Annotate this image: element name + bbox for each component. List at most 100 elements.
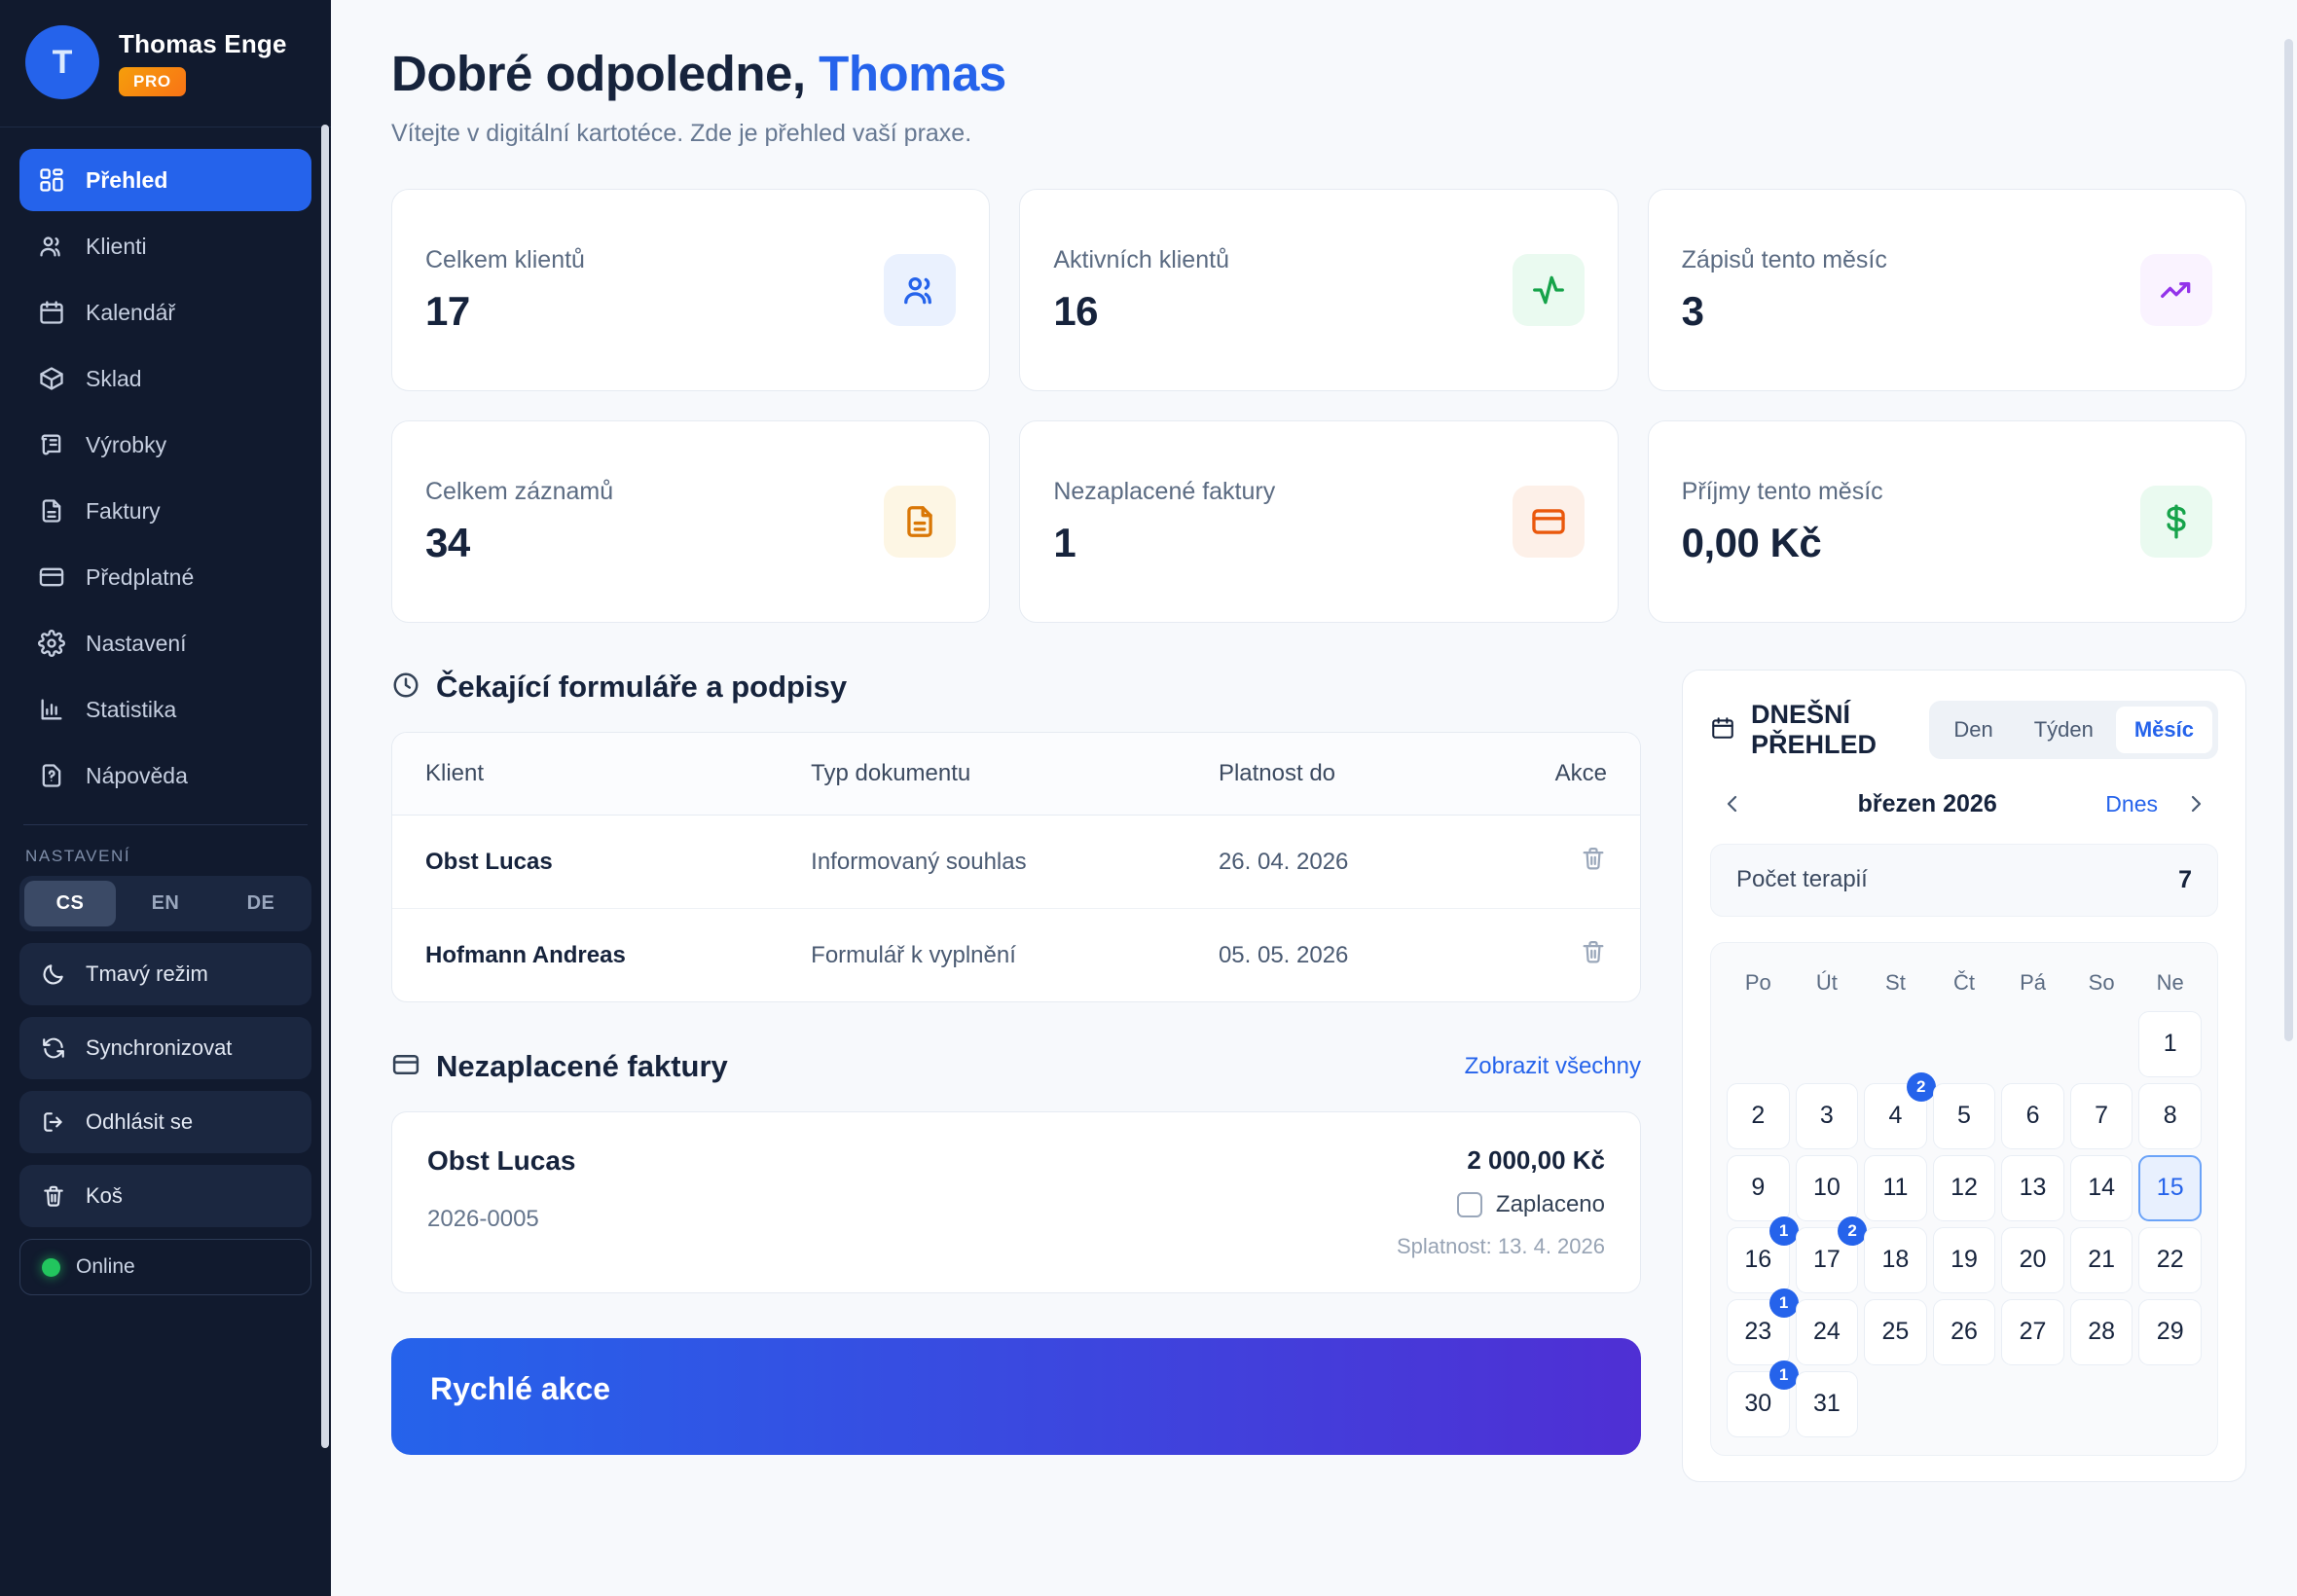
day-number: 29: [2156, 1318, 2184, 1346]
help-file-icon: [37, 761, 66, 790]
pending-section-header: Čekající formuláře a podpisy: [391, 670, 1641, 705]
stat-card[interactable]: Celkem záznamů 34: [391, 420, 991, 623]
prev-month-button[interactable]: [1716, 792, 1749, 816]
next-month-button[interactable]: [2179, 792, 2212, 816]
calendar-day-cell[interactable]: 5: [1932, 1082, 1996, 1149]
stat-text: Zápisů tento měsíc 3: [1682, 246, 1887, 335]
day-number: 16: [1744, 1246, 1772, 1274]
therapy-count-value: 7: [2178, 865, 2192, 893]
invoice-amount: 2 000,00 Kč: [1467, 1145, 1605, 1175]
calendar-day-cell[interactable]: 1: [2138, 1010, 2202, 1077]
stat-text: Celkem klientů 17: [425, 246, 585, 335]
paid-checkbox[interactable]: [1456, 1192, 1482, 1217]
sidebar-item-pehled[interactable]: Přehled: [19, 149, 311, 211]
sidebar-item-kalend[interactable]: Kalendář: [19, 281, 311, 344]
sidebar-user-header[interactable]: T Thomas Enge PRO: [0, 0, 331, 127]
calendar-day-cell[interactable]: 11: [1864, 1154, 1927, 1221]
day-event-badge: 1: [1768, 1360, 1799, 1390]
calendar-day-cell[interactable]: 21: [2069, 1226, 2133, 1293]
calendar-day-cell[interactable]: 27: [2001, 1298, 2064, 1365]
calendar-day-cell[interactable]: 28: [2069, 1298, 2133, 1365]
calendar-day-cell[interactable]: 19: [1932, 1226, 1996, 1293]
action-label: Synchronizovat: [86, 1035, 233, 1060]
action-moon-button[interactable]: Tmavý režim: [19, 943, 311, 1005]
delete-row-button[interactable]: [1580, 845, 1607, 875]
calendar-day-cell[interactable]: 10: [1795, 1154, 1859, 1221]
calendar-day-cell[interactable]: 7: [2069, 1082, 2133, 1149]
calendar-day-cell[interactable]: 6: [2001, 1082, 2064, 1149]
sidebar-item-faktury[interactable]: Faktury: [19, 480, 311, 542]
calendar-day-cell[interactable]: 17 2: [1795, 1215, 1868, 1293]
day-number: 31: [1812, 1390, 1841, 1418]
stat-card[interactable]: Celkem klientů 17: [391, 189, 991, 391]
pending-table: Klient Typ dokumentu Platnost do Akce Ob…: [392, 733, 1640, 1001]
delete-row-button[interactable]: [1580, 938, 1607, 968]
calendar-day-cell[interactable]: 13: [2001, 1154, 2064, 1221]
greeting-name: Thomas: [819, 46, 1006, 101]
calendar-day-cell[interactable]: 23 1: [1727, 1288, 1799, 1365]
view-button-měsíc[interactable]: Měsíc: [2115, 707, 2212, 754]
sidebar-item-npovda[interactable]: Nápověda: [19, 744, 311, 807]
status-dot-icon: [42, 1257, 60, 1277]
sidebar-item-pedplatn[interactable]: Předplatné: [19, 546, 311, 608]
calendar-day-cell[interactable]: 18: [1864, 1226, 1927, 1293]
calendar-day-cell[interactable]: 9: [1727, 1154, 1790, 1221]
calendar-day-cell[interactable]: 20: [2001, 1226, 2064, 1293]
action-trash-button[interactable]: Koš: [19, 1165, 311, 1227]
today-button[interactable]: Dnes: [2105, 790, 2158, 816]
view-button-den[interactable]: Den: [1953, 717, 1993, 743]
calendar-day-cell[interactable]: 15: [2138, 1154, 2202, 1221]
calendar-day-cell[interactable]: 24: [1795, 1298, 1859, 1365]
sidebar-divider: [23, 824, 308, 825]
table-row[interactable]: Hofmann Andreas Formulář k vyplnění 05. …: [392, 909, 1640, 1002]
sidebar-item-klienti[interactable]: Klienti: [19, 215, 311, 277]
calendar-day-cell[interactable]: 14: [2069, 1154, 2133, 1221]
calendar-day-cell[interactable]: 8: [2138, 1082, 2202, 1149]
main-scrollbar[interactable]: [2284, 39, 2293, 1041]
stat-card[interactable]: Nezaplacené faktury 1: [1019, 420, 1619, 623]
calendar-day-cell[interactable]: 12: [1932, 1154, 1996, 1221]
sidebar-item-vrobky[interactable]: Výrobky: [19, 414, 311, 476]
calendar-day-cell[interactable]: 3: [1795, 1082, 1859, 1149]
lower-area: Čekající formuláře a podpisy Klient Typ …: [391, 670, 2246, 1482]
sidebar-item-statistika[interactable]: Statistika: [19, 678, 311, 741]
calendar-day-cell[interactable]: 26: [1932, 1298, 1996, 1365]
action-refresh-button[interactable]: Synchronizovat: [19, 1017, 311, 1079]
calendar-blank-cell: [1796, 1011, 1859, 1077]
show-all-invoices-link[interactable]: Zobrazit všechny: [1464, 1053, 1641, 1079]
stat-card[interactable]: Příjmy tento měsíc 0,00 Kč: [1647, 420, 2246, 623]
sidebar-item-sklad[interactable]: Sklad: [19, 347, 311, 410]
sidebar-item-nastaven[interactable]: Nastavení: [19, 612, 311, 674]
stat-text: Nezaplacené faktury 1: [1053, 478, 1275, 566]
day-number: 3: [1819, 1102, 1834, 1130]
current-month-label: březen 2026: [1857, 789, 1997, 817]
sidebar-nav: Přehled Klienti Kalendář Sklad Výrobky F…: [0, 127, 331, 807]
day-event-badge: 1: [1768, 1288, 1799, 1318]
cell-actions: [1469, 815, 1640, 909]
sidebar-item-label: Nápověda: [86, 762, 188, 788]
sidebar-item-label: Sklad: [86, 365, 142, 391]
greeting-text: Dobré odpoledne,: [391, 46, 820, 101]
quick-actions-banner[interactable]: Rychlé akce: [391, 1338, 1641, 1455]
calendar-day-cell[interactable]: 25: [1864, 1298, 1927, 1365]
calendar-day-cell[interactable]: 29: [2138, 1298, 2202, 1365]
calendar-day-cell[interactable]: 22: [2138, 1226, 2202, 1293]
calendar-day-cell[interactable]: 2: [1727, 1082, 1790, 1149]
lang-button-en[interactable]: EN: [151, 892, 180, 914]
view-button-týden[interactable]: Týden: [2033, 717, 2094, 743]
calendar-day-cell[interactable]: 30 1: [1727, 1360, 1799, 1437]
calendar-day-cell[interactable]: 31: [1795, 1370, 1859, 1437]
action-logout-button[interactable]: Odhlásit se: [19, 1091, 311, 1153]
calendar-day-cell[interactable]: 16 1: [1727, 1215, 1799, 1293]
invoice-card[interactable]: Obst Lucas 2026-0005 2 000,00 Kč Zaplace…: [391, 1111, 1641, 1293]
lang-button-de[interactable]: DE: [246, 892, 275, 914]
day-event-badge: 1: [1768, 1215, 1799, 1246]
table-row[interactable]: Obst Lucas Informovaný souhlas 26. 04. 2…: [392, 815, 1640, 909]
lang-button-cs[interactable]: CS: [24, 881, 116, 926]
stat-card[interactable]: Aktivních klientů 16: [1019, 189, 1619, 391]
stat-card[interactable]: Zápisů tento měsíc 3: [1647, 189, 2246, 391]
calendar-day-cell[interactable]: 4 2: [1864, 1071, 1936, 1149]
sidebar-scrollbar[interactable]: [321, 125, 329, 1448]
calendar-blank-cell: [1727, 1011, 1790, 1077]
sidebar-actions: Tmavý režim Synchronizovat Odhlásit se K…: [0, 943, 331, 1239]
